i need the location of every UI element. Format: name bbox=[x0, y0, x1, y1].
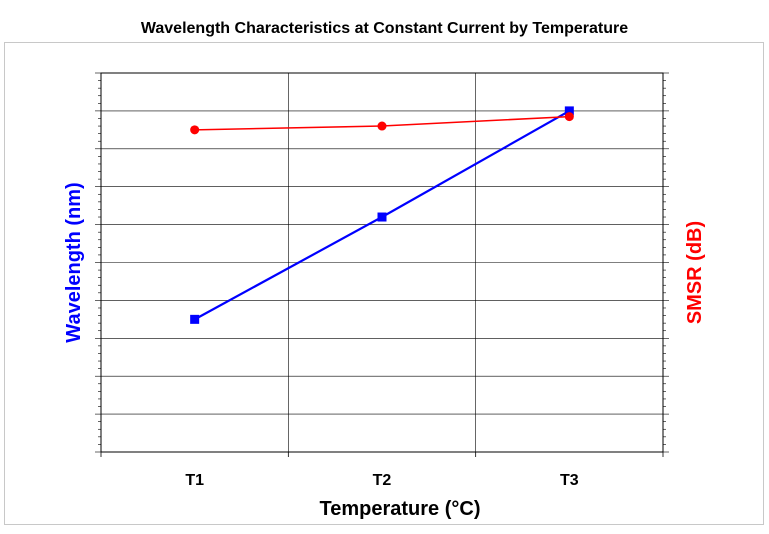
x-tick-labels: T1 T2 T3 bbox=[185, 472, 578, 489]
y-axis-right-title: SMSR (dB) bbox=[684, 221, 706, 324]
series-2 bbox=[190, 112, 574, 135]
data-point-circle bbox=[190, 125, 200, 135]
x-axis-title: Temperature (°C) bbox=[320, 498, 481, 520]
series-1 bbox=[190, 106, 574, 324]
data-point-circle bbox=[564, 112, 574, 122]
plot-area bbox=[100, 72, 664, 453]
x-tick-label: T1 bbox=[185, 472, 204, 489]
series-layer bbox=[190, 106, 574, 324]
y-axis-left-title: Wavelength (nm) bbox=[63, 182, 85, 342]
chart-title: Wavelength Characteristics at Constant C… bbox=[140, 20, 629, 37]
data-point-square bbox=[190, 314, 200, 324]
x-tick-label: T2 bbox=[373, 472, 392, 489]
x-tick-label: T3 bbox=[560, 472, 579, 489]
axis-ticks bbox=[95, 72, 669, 457]
data-point-circle bbox=[377, 121, 387, 131]
data-point-square bbox=[377, 212, 387, 222]
chart-frame bbox=[4, 42, 764, 525]
grid bbox=[101, 73, 663, 452]
data-point-square bbox=[564, 106, 574, 116]
